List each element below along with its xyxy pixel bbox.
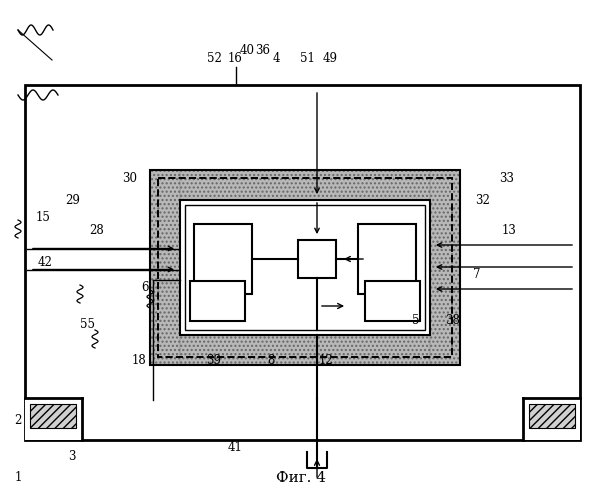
- Bar: [30, 404, 76, 428]
- Text: 13: 13: [502, 224, 517, 237]
- Bar: [158, 178, 452, 357]
- Text: 49: 49: [323, 52, 338, 66]
- Text: 12: 12: [318, 354, 333, 366]
- Bar: [150, 170, 460, 200]
- Bar: [523, 398, 580, 440]
- Text: 28: 28: [89, 224, 104, 237]
- Bar: [358, 224, 416, 294]
- Text: 33: 33: [499, 172, 514, 186]
- Text: Фиг. 4: Фиг. 4: [276, 471, 326, 485]
- Text: 39: 39: [207, 354, 221, 366]
- Text: 32: 32: [475, 194, 490, 206]
- Text: 29: 29: [65, 194, 80, 206]
- Bar: [365, 281, 420, 321]
- Bar: [298, 240, 336, 278]
- Bar: [180, 200, 430, 335]
- Bar: [194, 224, 252, 294]
- Bar: [150, 170, 180, 365]
- Text: 18: 18: [131, 354, 146, 366]
- Text: 4: 4: [273, 52, 280, 66]
- Bar: [150, 335, 460, 365]
- Bar: [190, 281, 245, 321]
- Text: 52: 52: [207, 52, 221, 66]
- Bar: [185, 205, 425, 330]
- Text: 30: 30: [122, 172, 137, 186]
- Bar: [529, 404, 575, 428]
- Text: 5: 5: [412, 314, 420, 326]
- Text: 15: 15: [36, 211, 51, 224]
- Text: 16: 16: [228, 52, 242, 66]
- Text: 7: 7: [473, 268, 480, 281]
- Text: 40: 40: [240, 44, 254, 57]
- Text: 51: 51: [300, 52, 315, 66]
- Text: 55: 55: [80, 318, 95, 332]
- Bar: [25, 398, 82, 440]
- Text: 38: 38: [445, 314, 459, 326]
- Text: 8: 8: [268, 354, 275, 366]
- Text: 2: 2: [14, 414, 22, 426]
- Text: 6: 6: [141, 281, 148, 294]
- Text: 42: 42: [38, 256, 52, 269]
- Bar: [430, 170, 460, 365]
- Text: 36: 36: [255, 44, 270, 57]
- Bar: [25, 85, 580, 440]
- Text: 41: 41: [228, 441, 242, 454]
- Text: 3: 3: [69, 450, 76, 462]
- Bar: [150, 170, 460, 365]
- Text: 1: 1: [14, 471, 22, 484]
